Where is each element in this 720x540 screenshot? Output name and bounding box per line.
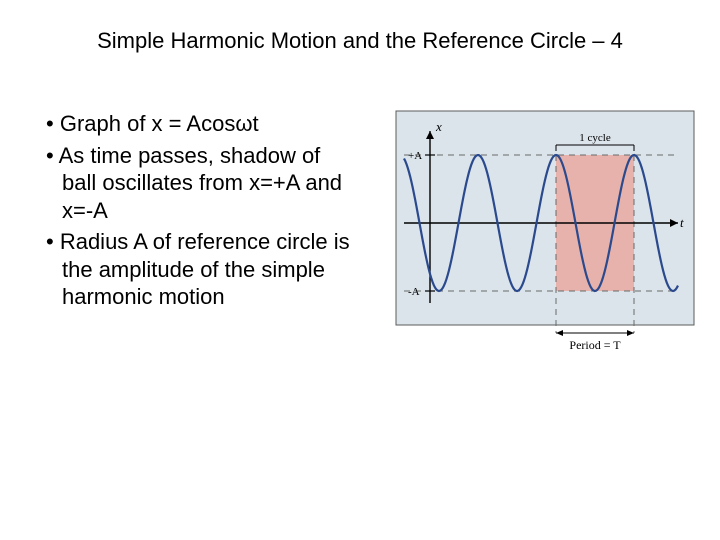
shm-chart-svg: +A -A x t 1 cycle Period = T — [390, 105, 700, 355]
svg-text:+A: +A — [408, 150, 422, 162]
bullet-item: Graph of x = Acosωt — [46, 110, 360, 138]
slide-title: Simple Harmonic Motion and the Reference… — [0, 28, 720, 54]
bullet-item: Radius A of reference circle is the ampl… — [46, 228, 360, 311]
bullet-item: As time passes, shadow of ball oscillate… — [46, 142, 360, 225]
svg-text:t: t — [680, 215, 684, 230]
svg-text:Period = T: Period = T — [569, 338, 621, 352]
svg-text:-A: -A — [408, 286, 420, 298]
svg-text:1 cycle: 1 cycle — [579, 132, 611, 144]
svg-text:x: x — [435, 119, 442, 134]
bullet-list: Graph of x = Acosωt As time passes, shado… — [30, 110, 360, 315]
shm-chart: +A -A x t 1 cycle Period = T — [390, 105, 700, 355]
